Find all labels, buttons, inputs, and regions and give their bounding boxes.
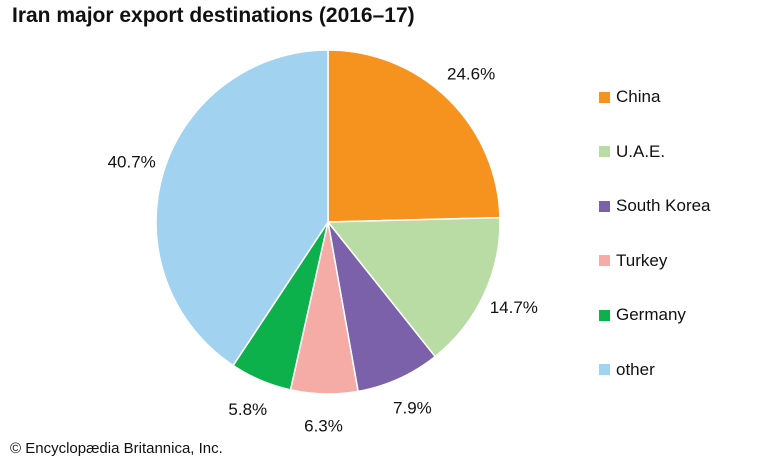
legend-swatch-turkey	[599, 255, 610, 267]
slice-labels: 24.6% 14.7% 7.9% 6.3% 5.8% 40.7%	[108, 65, 538, 436]
legend-label-u-a-e: U.A.E.	[616, 141, 666, 161]
pie-slice-china	[327, 49, 501, 223]
legend-item-south-korea: South Korea	[599, 179, 769, 234]
legend: China U.A.E. South Korea Turkey Germany other	[599, 70, 769, 397]
legend-item-germany: Germany	[599, 288, 769, 343]
legend-label-other: other	[616, 359, 655, 379]
legend-swatch-china	[599, 91, 610, 103]
chart-title: Iran major export destinations (2016–17)	[12, 4, 415, 27]
legend-swatch-u-a-e	[599, 146, 610, 158]
slice-label-china: 24.6%	[447, 65, 495, 84]
legend-item-china: China	[599, 70, 769, 125]
slice-label-germany: 5.8%	[228, 400, 267, 419]
copyright-credit: © Encyclopædia Britannica, Inc.	[10, 440, 223, 457]
legend-swatch-other	[599, 364, 610, 376]
slice-label-u-a-e: 14.7%	[490, 298, 538, 317]
pie-slice-u-a-e	[326, 216, 501, 358]
legend-swatch-germany	[599, 309, 610, 321]
pie-slice-other	[155, 49, 329, 367]
legend-item-other: other	[599, 343, 769, 398]
slice-label-other: 40.7%	[108, 152, 156, 171]
pie-slices	[155, 49, 501, 395]
slice-label-turkey: 6.3%	[304, 416, 343, 435]
legend-label-china: China	[616, 87, 661, 107]
legend-label-germany: Germany	[616, 305, 686, 325]
legend-swatch-south-korea	[599, 200, 610, 212]
legend-label-south-korea: South Korea	[616, 196, 711, 216]
legend-item-u-a-e: U.A.E.	[599, 125, 769, 180]
slice-label-south-korea: 7.9%	[393, 398, 432, 417]
legend-label-turkey: Turkey	[616, 250, 668, 270]
legend-item-turkey: Turkey	[599, 234, 769, 289]
